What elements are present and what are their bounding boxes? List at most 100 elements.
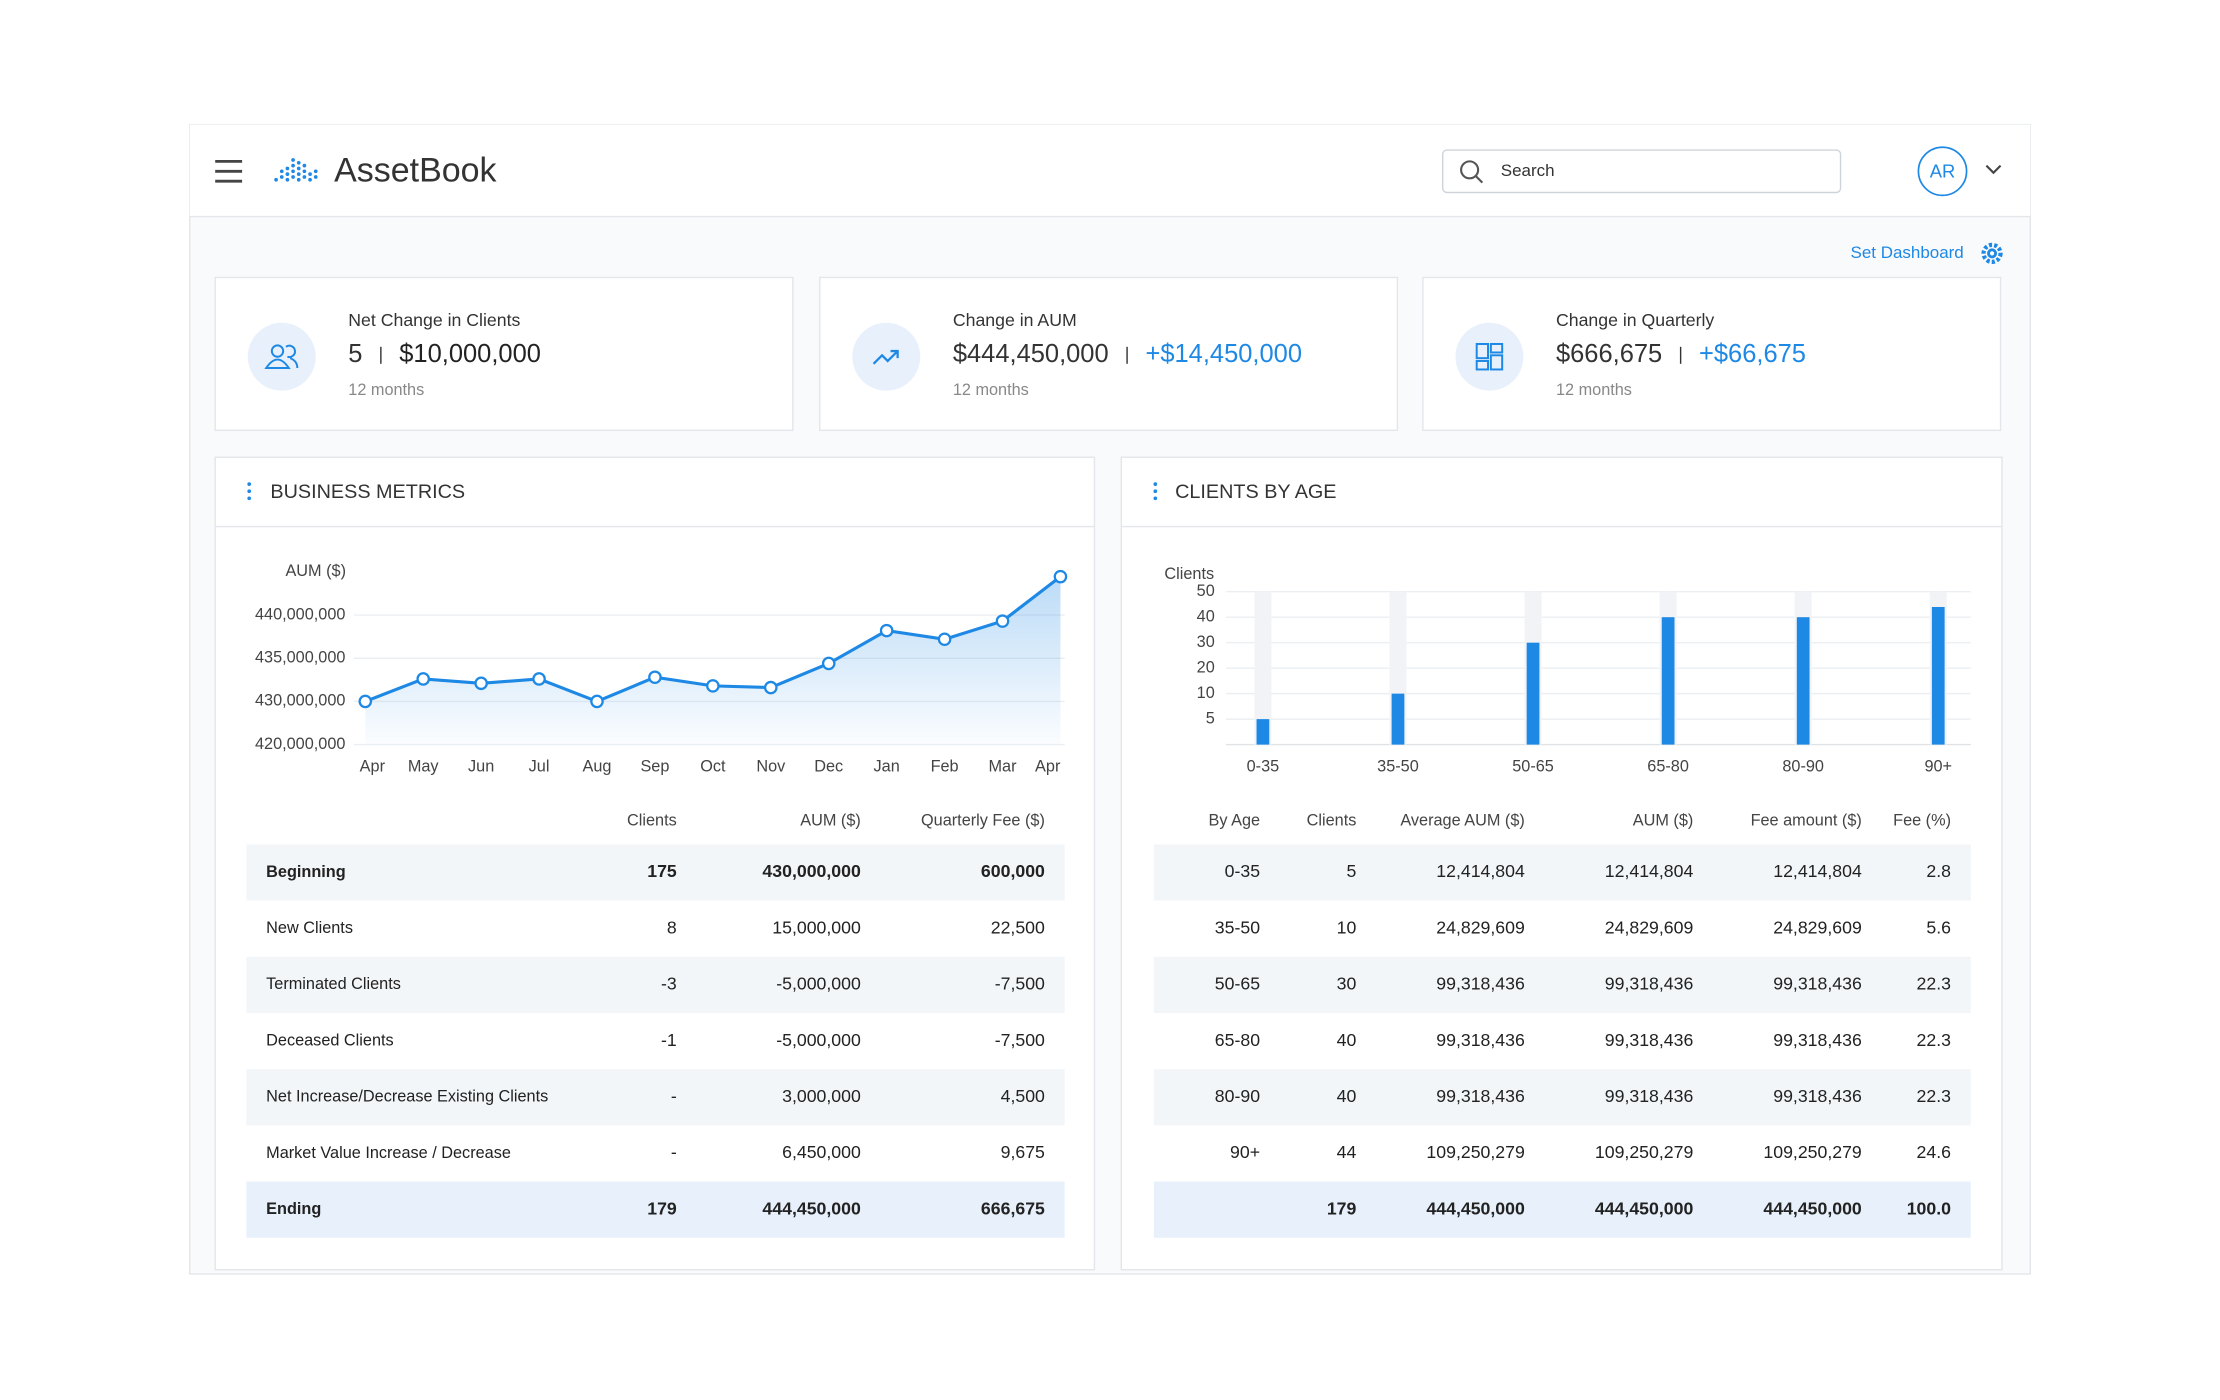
table-cell: 9,675	[1001, 1142, 1045, 1162]
table-row	[1153, 1012, 1971, 1070]
y-tick-label: 420,000,000	[255, 735, 345, 753]
logo-dot	[296, 177, 301, 182]
logo-dot	[296, 166, 301, 171]
table-row	[1153, 956, 1971, 1013]
logo-dot	[291, 158, 295, 162]
kpi-label: Net Change in Clients	[348, 310, 520, 330]
x-tick-label: Jul	[529, 758, 550, 776]
table-cell: -	[671, 1142, 677, 1162]
logo-dot	[279, 175, 284, 179]
table-cell: 24.6	[1917, 1142, 1952, 1162]
table-cell: -	[671, 1086, 677, 1106]
point	[1053, 569, 1068, 584]
kpi-label: Change in Quarterly	[1556, 310, 1714, 330]
logo-dot	[313, 169, 318, 174]
table-cell: 22.3	[1917, 974, 1952, 994]
table-cell: 10	[1337, 917, 1357, 937]
table-cell: 109,250,279	[1763, 1142, 1861, 1162]
table-cell: 179	[1327, 1198, 1357, 1218]
kpi-icon	[890, 349, 899, 359]
panel-menu[interactable]	[247, 482, 252, 501]
x-tick-label: 50-65	[1512, 758, 1554, 776]
kpi-icon-bg	[1455, 322, 1524, 391]
table-cell: 444,450,000	[1595, 1198, 1694, 1218]
point	[358, 694, 373, 709]
x-tick-label: Jun	[468, 758, 494, 776]
table-cell: 5	[1347, 861, 1357, 881]
bar	[1796, 617, 1810, 745]
point	[879, 623, 894, 638]
bar	[1256, 719, 1270, 745]
bar	[1931, 606, 1945, 745]
kpi-icon	[264, 344, 299, 370]
table-cell: 12,414,804	[1436, 861, 1525, 881]
kpi-value: $444,450,000	[953, 340, 1109, 368]
avatar-initials: AR	[1930, 161, 1956, 182]
table-cell: 3,000,000	[782, 1086, 861, 1106]
search-icon	[1475, 175, 1484, 184]
point	[763, 680, 778, 695]
table-cell: 6,450,000	[782, 1142, 861, 1162]
table-cell: 24,829,609	[1436, 917, 1525, 937]
table-cell: 24,829,609	[1605, 917, 1694, 937]
kpi-icon	[1489, 342, 1504, 354]
table-cell: 99,318,436	[1436, 974, 1525, 994]
x-tick-label: Apr	[360, 758, 386, 776]
table-cell: -5,000,000	[776, 974, 861, 994]
set-dashboard-link[interactable]: Set Dashboard	[1851, 243, 1964, 262]
point	[821, 656, 836, 671]
y-tick-label: 440,000,000	[255, 605, 345, 623]
panel-menu[interactable]	[1153, 482, 1158, 501]
avatar[interactable]	[1917, 146, 1968, 197]
table-cell: 40	[1337, 1030, 1357, 1050]
logo-dot	[302, 163, 307, 168]
y-tick-label: 20	[1197, 658, 1215, 676]
table-cell: 5.6	[1926, 917, 1951, 937]
table-cell: -7,500	[995, 974, 1045, 994]
point	[590, 694, 604, 709]
table-cell: 99,318,436	[1605, 1086, 1694, 1106]
kpi-icon-bg	[247, 322, 316, 391]
table-cell: 12,414,804	[1605, 861, 1694, 881]
table-cell: Ending	[266, 1200, 321, 1218]
table-cell: 175	[647, 861, 677, 881]
search-icon	[1460, 160, 1480, 180]
x-tick-label: 0-35	[1247, 758, 1280, 776]
table-row	[246, 956, 1065, 1013]
x-tick-label: Jan	[874, 758, 900, 776]
table-cell: 99,318,436	[1605, 974, 1694, 994]
dropdown-chevron[interactable]	[1985, 164, 2002, 175]
settings-icon[interactable]	[1981, 242, 2003, 265]
x-tick-label: Apr	[1035, 758, 1061, 776]
search-box[interactable]	[1442, 149, 1842, 194]
point	[416, 672, 431, 686]
kpi-icon	[872, 350, 899, 365]
point	[532, 672, 546, 686]
x-tick-label: Dec	[814, 758, 843, 776]
logo-dot	[291, 175, 295, 179]
x-tick-label: 80-90	[1782, 758, 1824, 776]
logo-dot	[285, 177, 290, 182]
table-cell: 4,500	[1001, 1086, 1045, 1106]
column-header: Fee amount ($)	[1751, 811, 1862, 829]
x-tick-label: 35-50	[1377, 758, 1419, 776]
x-tick-label: 65-80	[1647, 758, 1689, 776]
table-cell: -1	[661, 1030, 677, 1050]
table-cell: 2.8	[1926, 861, 1951, 881]
table-row	[246, 1012, 1065, 1070]
column-header: Clients	[1307, 811, 1357, 829]
column-header: Quarterly Fee ($)	[921, 811, 1045, 829]
table-cell: New Clients	[266, 919, 353, 937]
logo-dot	[302, 169, 307, 174]
table-cell: 44	[1337, 1142, 1357, 1162]
bar	[1526, 642, 1540, 745]
table-row	[1153, 844, 1971, 901]
y-tick-label: 30	[1197, 633, 1215, 651]
menu-button[interactable]	[215, 159, 243, 183]
kpi-icon	[270, 344, 285, 358]
panel-title: CLIENTS BY AGE	[1175, 481, 1336, 503]
logo-dot	[285, 172, 290, 176]
table-cell: 100.0	[1907, 1198, 1951, 1218]
